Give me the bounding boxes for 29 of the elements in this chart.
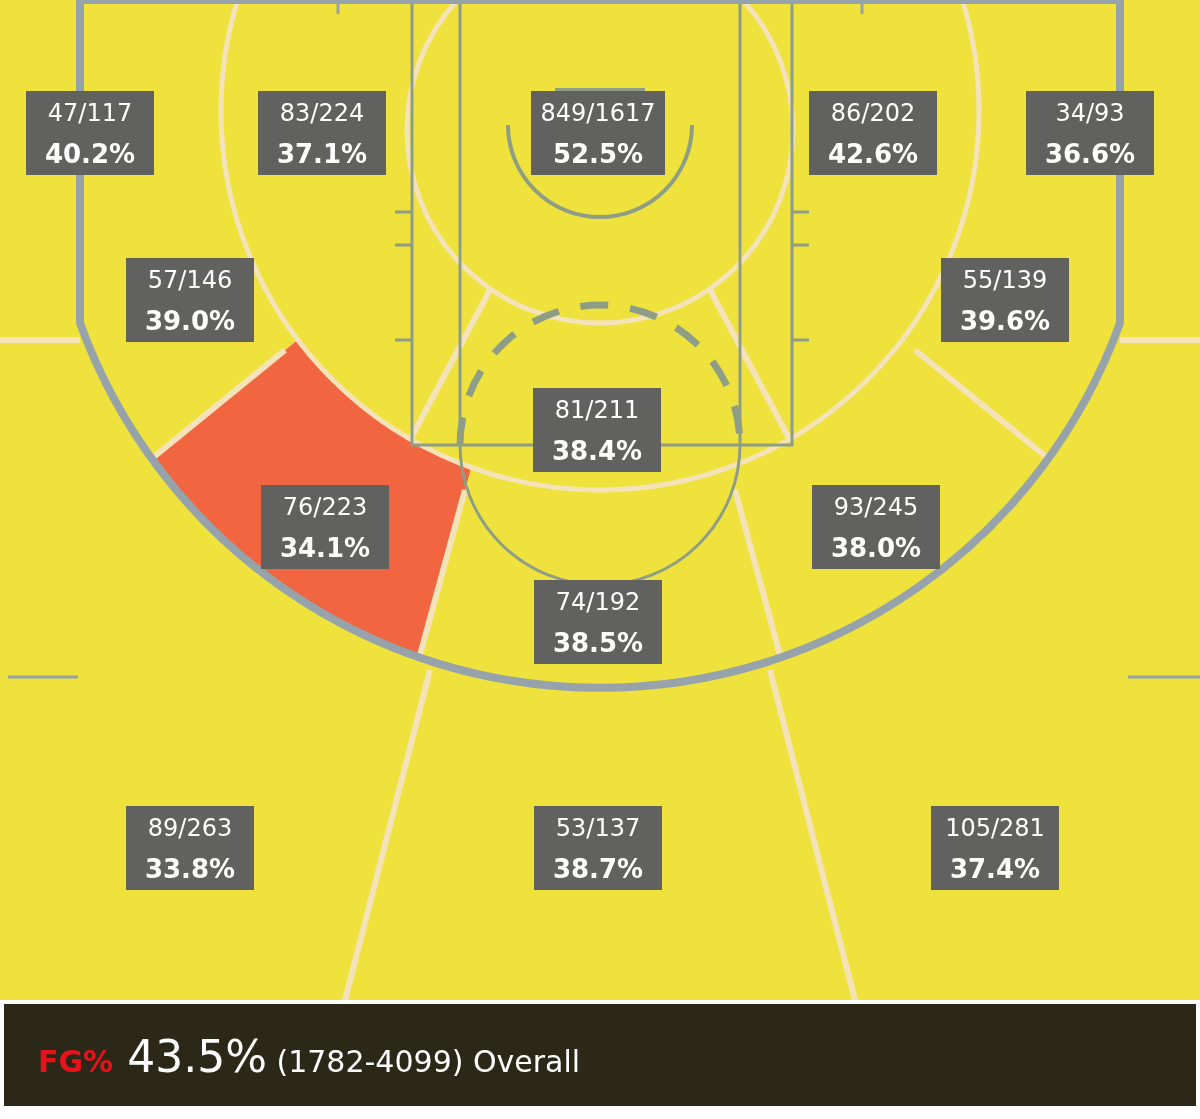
data-label: 33.8% — [144, 854, 236, 884]
text: 89/263 — [147, 814, 233, 842]
data-label: 38.7% — [552, 854, 644, 884]
text: 105/281 — [945, 814, 1045, 842]
text: 83/224 — [279, 99, 365, 127]
data-label: 38.4% — [551, 436, 643, 466]
data-label: 38.5% — [552, 628, 644, 658]
text: 93/245 — [833, 493, 919, 521]
data-label: 39.0% — [144, 306, 236, 336]
data-label: 34.1% — [279, 533, 371, 563]
data-label: 37.1% — [276, 139, 368, 169]
text: FG% 43.5% (1782-4099) Overall — [38, 1031, 581, 1082]
data-label: 39.6% — [959, 306, 1051, 336]
text: 47/117 — [47, 99, 133, 127]
text: 849/1617 — [540, 99, 656, 127]
data-label: 40.2% — [44, 139, 136, 169]
text: 57/146 — [147, 266, 233, 294]
data-label: 36.6% — [1044, 139, 1136, 169]
data-label: 42.6% — [827, 139, 919, 169]
data-label: 52.5% — [552, 139, 644, 169]
data-label: 38.0% — [830, 533, 922, 563]
text: 86/202 — [830, 99, 916, 127]
text: 76/223 — [282, 493, 368, 521]
text: 55/139 — [962, 266, 1048, 294]
data-label: 37.4% — [949, 854, 1041, 884]
text: 34/93 — [1055, 99, 1125, 127]
text: 74/192 — [555, 588, 641, 616]
text: 81/211 — [554, 396, 640, 424]
text: 53/137 — [555, 814, 641, 842]
